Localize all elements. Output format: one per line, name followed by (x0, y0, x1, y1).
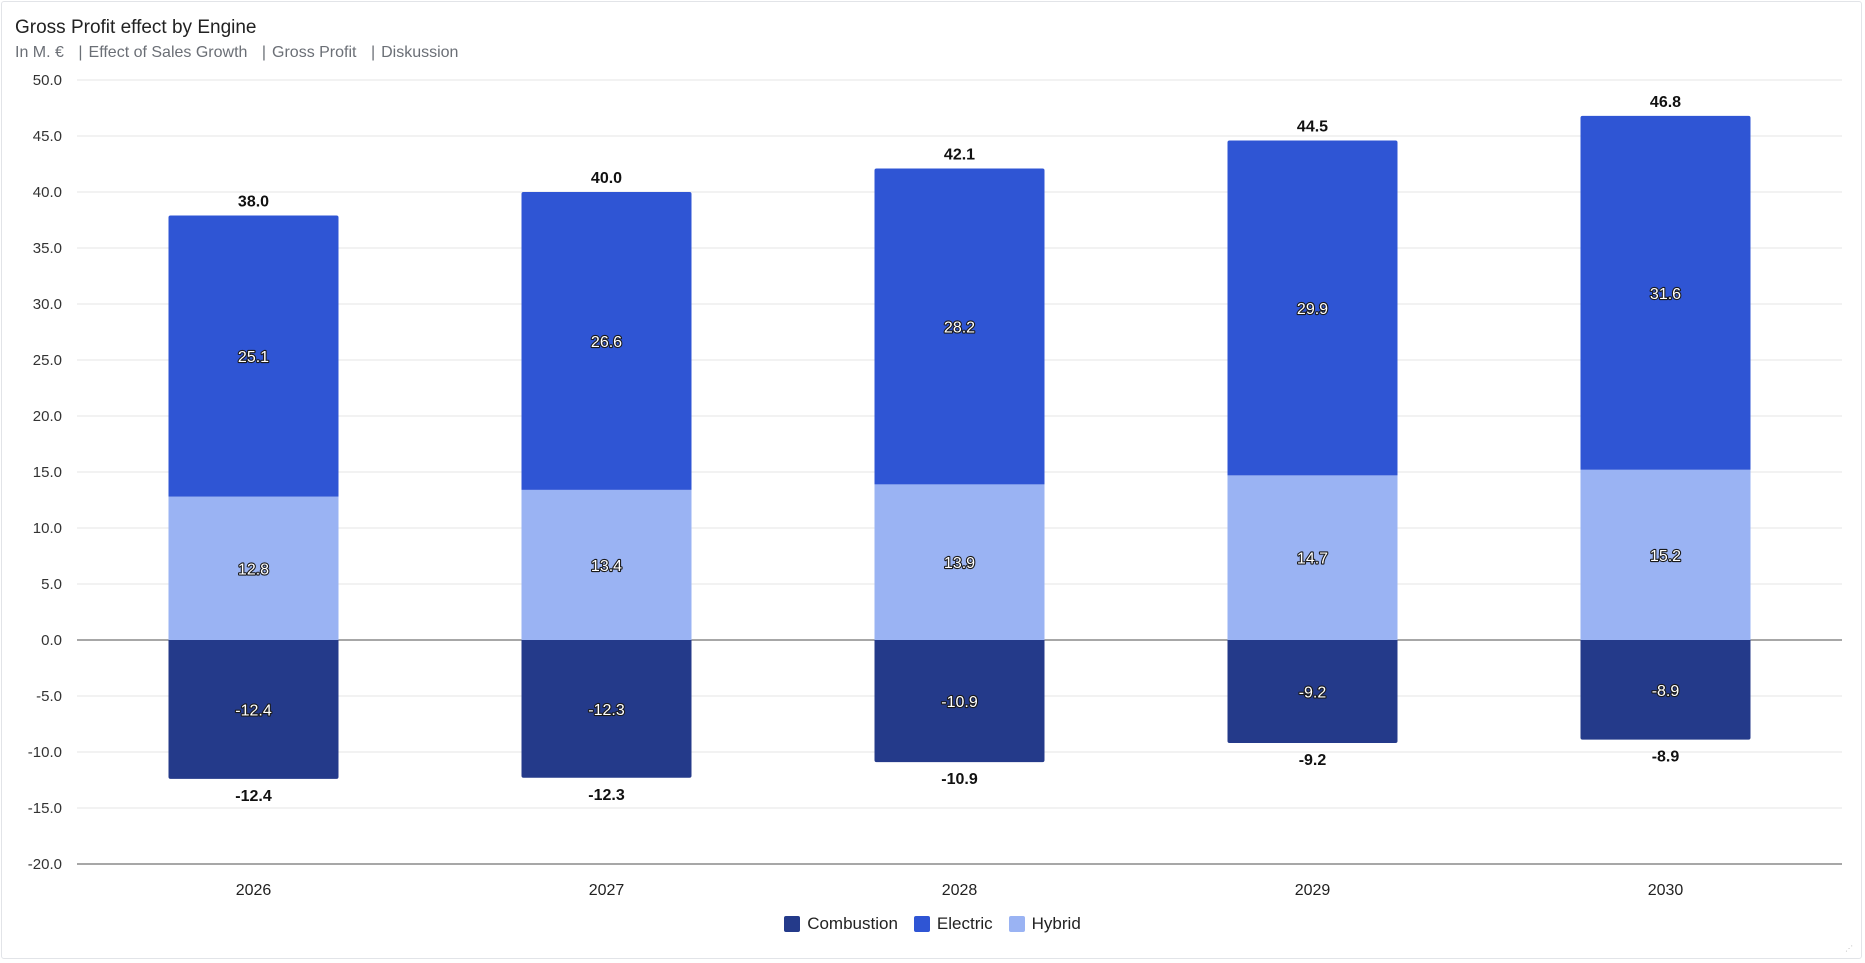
x-tick-label: 2030 (1648, 882, 1684, 899)
data-label-combustion: -9.2 (1299, 685, 1327, 702)
bar-hybrid-2029[interactable] (1227, 475, 1398, 640)
chart-title: Gross Profit effect by Engine (15, 17, 257, 38)
data-label-electric: 31.6 (1650, 286, 1681, 303)
y-tick-label: 30.0 (33, 296, 62, 313)
bar-combustion-2027[interactable] (521, 640, 692, 778)
bar-combustion-2028[interactable] (874, 640, 1045, 763)
legend-swatch (913, 916, 930, 932)
y-tick-label: 5.0 (41, 576, 62, 593)
filter-gross-profit[interactable]: Gross Profit (272, 44, 357, 61)
chart-legend: Combustion Electric Hybrid (0, 914, 1865, 937)
y-tick-label: -15.0 (28, 800, 62, 817)
total-label-positive: 46.8 (1650, 94, 1681, 111)
legend-swatch (784, 916, 801, 932)
y-tick-label: -20.0 (28, 856, 62, 873)
y-tick-label: 20.0 (33, 408, 62, 425)
y-tick-label: 10.0 (33, 520, 62, 537)
y-tick-label: 40.0 (33, 184, 62, 201)
chart-header: Gross Profit effect by Engine In M. € | E… (15, 16, 458, 64)
data-label-hybrid: 12.8 (238, 561, 269, 578)
data-label-hybrid: 13.4 (591, 558, 622, 575)
filter-diskussion[interactable]: Diskussion (381, 44, 459, 61)
separator: | (261, 44, 267, 61)
legend-item-combustion[interactable]: Combustion (784, 914, 898, 934)
x-tick-label: 2029 (1295, 882, 1331, 899)
data-label-combustion: -10.9 (941, 694, 978, 711)
data-label-hybrid: 13.9 (944, 555, 975, 572)
chart-subtitle: In M. € | Effect of Sales Growth | Gross P… (15, 42, 458, 64)
separator: | (370, 44, 376, 61)
total-label-positive: 44.5 (1297, 118, 1328, 135)
data-label-electric: 29.9 (1297, 301, 1328, 318)
y-tick-label: -10.0 (28, 744, 62, 761)
total-label-positive: 40.0 (591, 170, 622, 187)
legend-item-hybrid[interactable]: Hybrid (1008, 914, 1081, 934)
total-label-positive: 38.0 (238, 194, 269, 211)
data-label-combustion: -8.9 (1652, 683, 1680, 700)
bar-electric-2027[interactable] (521, 192, 692, 490)
legend-label: Electric (936, 914, 993, 933)
bar-hybrid-2028[interactable] (874, 484, 1045, 640)
legend-label: Combustion (807, 914, 898, 933)
y-tick-label: -5.0 (36, 688, 62, 705)
bar-electric-2028[interactable] (874, 168, 1045, 485)
total-label-negative: -9.2 (1299, 752, 1327, 769)
x-tick-label: 2028 (942, 882, 978, 899)
total-label-negative: -8.9 (1652, 749, 1680, 766)
bar-combustion-2030[interactable] (1580, 640, 1751, 740)
data-label-electric: 26.6 (591, 334, 622, 351)
bar-hybrid-2027[interactable] (521, 489, 692, 640)
x-tick-label: 2027 (589, 882, 625, 899)
legend-label: Hybrid (1031, 914, 1081, 933)
data-label-electric: 25.1 (238, 349, 269, 366)
y-tick-label: 35.0 (33, 240, 62, 257)
bar-combustion-2026[interactable] (168, 640, 339, 779)
data-label-electric: 28.2 (944, 319, 975, 336)
bar-electric-2026[interactable] (168, 215, 339, 497)
total-label-positive: 42.1 (944, 146, 975, 163)
unit-label: In M. € (15, 44, 64, 61)
legend-item-electric[interactable]: Electric (913, 914, 993, 934)
total-label-negative: -12.4 (235, 788, 272, 805)
y-tick-label: 45.0 (33, 128, 62, 145)
x-tick-label: 2026 (236, 882, 272, 899)
filter-effect-of-sales-growth[interactable]: Effect of Sales Growth (88, 44, 248, 61)
y-tick-label: 50.0 (33, 72, 62, 89)
legend-swatch (1008, 916, 1025, 932)
total-label-negative: -10.9 (941, 771, 978, 788)
data-label-hybrid: 14.7 (1297, 551, 1328, 568)
y-tick-label: 25.0 (33, 352, 62, 369)
separator: | (78, 44, 83, 61)
bar-electric-2029[interactable] (1227, 140, 1398, 476)
data-label-combustion: -12.3 (588, 702, 625, 719)
data-label-hybrid: 15.2 (1650, 548, 1681, 565)
total-label-negative: -12.3 (588, 787, 625, 804)
y-tick-label: 15.0 (33, 464, 62, 481)
bar-hybrid-2026[interactable] (168, 496, 339, 640)
resize-handle-icon[interactable]: ⋰ (1845, 944, 1853, 953)
bar-combustion-2029[interactable] (1227, 640, 1398, 744)
y-tick-label: 0.0 (41, 632, 62, 649)
bar-electric-2030[interactable] (1580, 115, 1751, 470)
bar-hybrid-2030[interactable] (1580, 469, 1751, 640)
data-label-combustion: -12.4 (235, 702, 272, 719)
